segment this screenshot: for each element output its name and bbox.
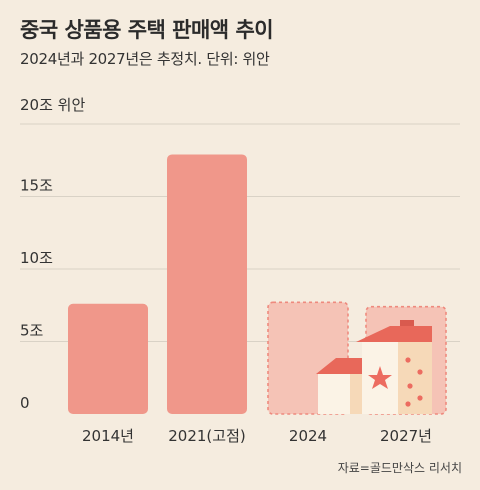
y-axis-unit-label: 20조 위안 xyxy=(20,96,86,114)
x-tick-label: 2021(고점) xyxy=(168,427,245,445)
chart-title: 중국 상품용 주택 판매액 추이 xyxy=(20,18,274,42)
axes: 0 5조 10조 15조 2014년 2021(고점) 2024 2027년 xyxy=(20,177,432,446)
y-tick-label: 0 xyxy=(20,394,30,412)
house-illustration xyxy=(316,320,432,414)
y-tick-label: 10조 xyxy=(20,249,53,267)
y-tick-label: 15조 xyxy=(20,177,53,195)
star-icon xyxy=(368,366,392,389)
bar xyxy=(68,303,148,414)
chart-subtitle: 2024년과 2027년은 추정치. 단위: 위안 xyxy=(20,50,270,68)
small-stars-icon xyxy=(405,357,423,407)
source-note: 자료=골드만삭스 리서치 xyxy=(337,461,462,475)
x-tick-label: 2027년 xyxy=(380,427,432,445)
x-tick-label: 2024 xyxy=(289,427,327,445)
x-tick-label: 2014년 xyxy=(82,427,134,445)
y-tick-label: 5조 xyxy=(20,322,44,340)
bar xyxy=(167,154,247,414)
